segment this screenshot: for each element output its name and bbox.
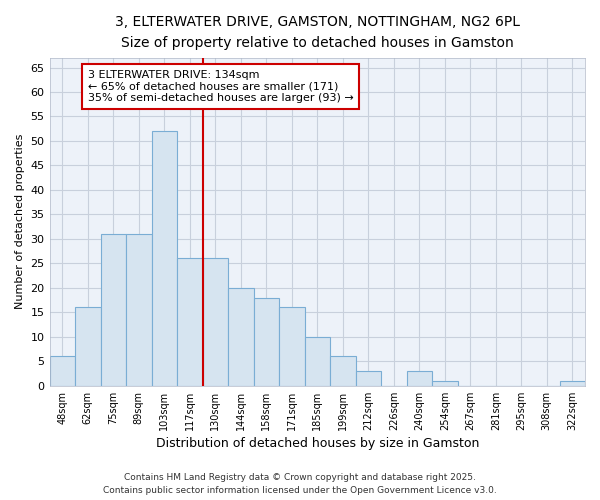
Bar bbox=[50, 356, 75, 386]
Bar bbox=[203, 258, 228, 386]
Bar bbox=[75, 308, 101, 386]
Y-axis label: Number of detached properties: Number of detached properties bbox=[15, 134, 25, 310]
Text: 3 ELTERWATER DRIVE: 134sqm
← 65% of detached houses are smaller (171)
35% of sem: 3 ELTERWATER DRIVE: 134sqm ← 65% of deta… bbox=[88, 70, 353, 103]
Bar bbox=[432, 381, 458, 386]
Bar bbox=[126, 234, 152, 386]
Bar bbox=[101, 234, 126, 386]
Bar bbox=[305, 337, 330, 386]
X-axis label: Distribution of detached houses by size in Gamston: Distribution of detached houses by size … bbox=[155, 437, 479, 450]
Bar bbox=[177, 258, 203, 386]
Bar bbox=[330, 356, 356, 386]
Text: Contains HM Land Registry data © Crown copyright and database right 2025.
Contai: Contains HM Land Registry data © Crown c… bbox=[103, 474, 497, 495]
Title: 3, ELTERWATER DRIVE, GAMSTON, NOTTINGHAM, NG2 6PL
Size of property relative to d: 3, ELTERWATER DRIVE, GAMSTON, NOTTINGHAM… bbox=[115, 15, 520, 50]
Bar bbox=[228, 288, 254, 386]
Bar bbox=[560, 381, 585, 386]
Bar bbox=[356, 371, 381, 386]
Bar bbox=[152, 131, 177, 386]
Bar bbox=[279, 308, 305, 386]
Bar bbox=[254, 298, 279, 386]
Bar bbox=[407, 371, 432, 386]
